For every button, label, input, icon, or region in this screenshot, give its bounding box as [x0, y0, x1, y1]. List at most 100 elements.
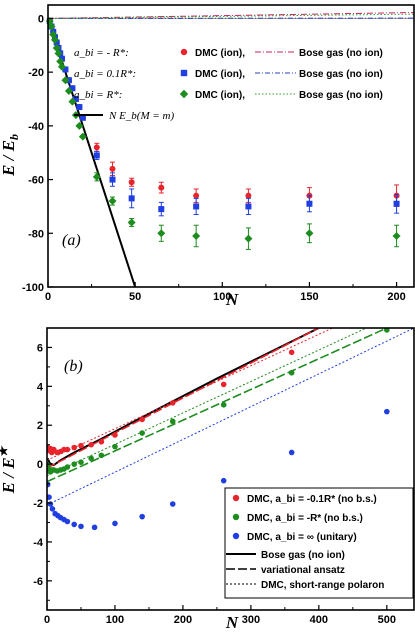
data-point: [232, 532, 240, 540]
data-point: [169, 418, 176, 425]
data-point: [193, 203, 200, 210]
series-line: [47, 328, 320, 469]
panel-b-ticks: 0 100 200 300 400 500 6 4 2 0 -2 -4 -6: [33, 342, 396, 626]
panel-b-clipped: [47, 328, 414, 531]
data-point: [169, 501, 176, 507]
x-tick-label: 300: [242, 614, 260, 626]
data-point: [112, 520, 118, 527]
y-tick-label: -80: [28, 228, 44, 240]
data-point: [78, 523, 84, 530]
series-line: [47, 18, 137, 288]
data-point: [139, 513, 145, 520]
data-point: [180, 69, 188, 77]
legend-label: DMC, a_bi = -R* (no b.s.): [247, 513, 363, 524]
data-point: [179, 89, 189, 99]
data-point: [232, 494, 240, 502]
data-point: [392, 231, 401, 240]
y-tick-label: -2: [33, 498, 43, 510]
panel-a-xlabel: N: [225, 290, 239, 309]
data-point: [220, 477, 227, 484]
data-point: [78, 459, 84, 465]
data-point: [139, 416, 145, 423]
data-point: [393, 200, 400, 207]
legend-param: a_bi = 0.1R*:: [74, 68, 136, 80]
y-tick-label: 0: [38, 13, 44, 25]
y-tick-label: 6: [37, 342, 43, 354]
panel-b-frame: [46, 327, 415, 611]
data-point: [384, 408, 390, 415]
data-point: [305, 229, 314, 238]
panel-b-series: [47, 328, 414, 531]
x-tick-label: 0: [45, 291, 51, 303]
y-tick-label: 2: [37, 420, 43, 432]
data-point: [47, 494, 52, 500]
data-point: [71, 521, 77, 528]
legend-param: a_bi = R*:: [74, 89, 122, 101]
y-tick-label: -100: [22, 282, 44, 294]
data-point: [127, 218, 136, 227]
data-point: [245, 203, 252, 210]
x-tick-label: 150: [300, 291, 318, 303]
data-point: [88, 455, 94, 462]
panel-a-ylabel: E / Eb: [0, 134, 21, 177]
x-tick-label: 200: [387, 291, 405, 303]
data-point: [169, 400, 176, 406]
data-point: [64, 464, 71, 470]
legend-dmc: DMC (ion),: [195, 69, 245, 80]
data-point: [47, 501, 54, 507]
legend-box: [224, 487, 414, 599]
data-point: [78, 442, 84, 449]
data-point: [288, 349, 295, 356]
x-tick-label: 400: [310, 614, 328, 626]
data-point: [109, 165, 116, 172]
data-point: [158, 184, 165, 191]
legend-label: Bose gas (no ion): [261, 550, 345, 561]
data-point: [112, 432, 118, 438]
data-point: [306, 200, 313, 207]
y-tick-label: 0: [37, 459, 43, 471]
data-point: [76, 104, 83, 111]
legend-label: DMC, a_bi = -0.1R* (no b.s.): [247, 494, 377, 505]
data-point: [49, 506, 56, 512]
y-tick-label: -60: [28, 175, 44, 187]
legend-bose: Bose gas (no ion): [299, 90, 383, 101]
data-point: [288, 369, 295, 376]
data-point: [68, 97, 77, 106]
legend-label: variational ansatz: [261, 565, 345, 576]
data-point: [288, 449, 295, 456]
data-point: [75, 121, 84, 130]
data-point: [92, 172, 101, 181]
panel-a-label: (a): [62, 232, 81, 249]
panel-a-ticks: 0 50 100 150 200 0 -20 -40 -60 -80 -100: [22, 13, 406, 303]
data-point: [128, 195, 135, 202]
data-point: [112, 443, 118, 450]
series-line: [47, 328, 388, 483]
data-point: [64, 86, 73, 95]
panel-a-series: [45, 12, 415, 288]
data-point: [128, 179, 135, 186]
legend-bose: Bose gas (no ion): [299, 48, 383, 59]
data-point: [62, 66, 69, 73]
legend-bose: Bose gas (no ion): [299, 69, 383, 80]
y-tick-label: -20: [28, 67, 44, 79]
data-point: [71, 444, 77, 451]
data-point: [220, 381, 227, 388]
data-point: [109, 176, 116, 183]
data-point: [98, 452, 105, 459]
data-point: [93, 152, 100, 159]
panel-b-ylabel: E / E★: [0, 444, 18, 494]
data-point: [108, 197, 117, 206]
data-point: [244, 234, 253, 243]
data-point: [79, 114, 86, 121]
series-line: [47, 13, 415, 19]
y-tick-label: -4: [33, 537, 44, 549]
data-point: [158, 206, 165, 213]
panel-a: 0 50 100 150 200 0 -20 -40 -60 -80 -100 E / Eb N (…: [0, 4, 415, 309]
panel-a-frame: [47, 4, 415, 288]
panel-b-legend: DMC, a_bi = -0.1R* (no b.s.) DMC, a_bi = …: [224, 487, 414, 599]
data-point: [93, 144, 100, 151]
data-point: [69, 85, 76, 92]
data-point: [98, 438, 105, 445]
